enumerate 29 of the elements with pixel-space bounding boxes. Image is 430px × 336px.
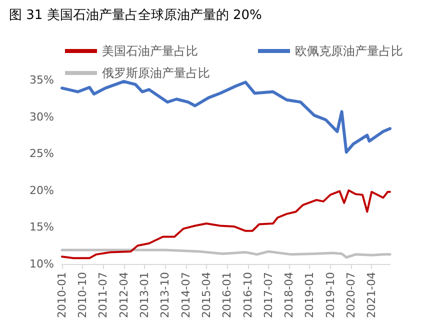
x-tick-label: 2017-07 [262,272,275,318]
x-tick-label: 2013-01 [138,272,152,318]
x-tick-label: 2015-04 [200,272,213,318]
x-tick-label: 2021-04 [365,272,378,318]
legend-label: 欧佩克原油产量占比 [295,44,403,58]
chart-title: 图 31 美国石油产量占全球原油产量的 20% [9,7,262,23]
x-tick-label: 2010-10 [76,272,90,318]
x-tick-label: 2011-07 [96,272,110,318]
x-tick-label: 2012-04 [117,272,130,318]
y-tick-label: 35% [30,74,54,86]
legend-label: 美国石油产量占比 [102,44,198,58]
y-tick-label: 10% [30,258,54,270]
x-tick-label: 2019-01 [303,272,316,318]
x-tick-label: 2013-10 [158,272,172,318]
line-series [61,189,391,260]
x-tick-label: 2019-10 [324,272,337,318]
x-tick-label: 2014-07 [179,272,192,318]
x-tick-label: 2018-04 [282,272,296,318]
line-series [60,248,392,259]
y-tick-label: 25% [30,147,54,160]
x-tick-label: 2016-01 [220,272,234,318]
y-tick-label: 15% [30,220,54,234]
x-tick-label: 2010-01 [56,272,68,318]
x-tick-label: 2016-10 [241,272,254,318]
line-series [60,80,392,154]
y-tick-label: 20% [30,184,54,197]
legend-label: 俄罗斯原油产量占比 [102,66,210,80]
x-tick-label: 2020-07 [344,272,358,318]
y-tick-label: 30% [30,110,54,124]
